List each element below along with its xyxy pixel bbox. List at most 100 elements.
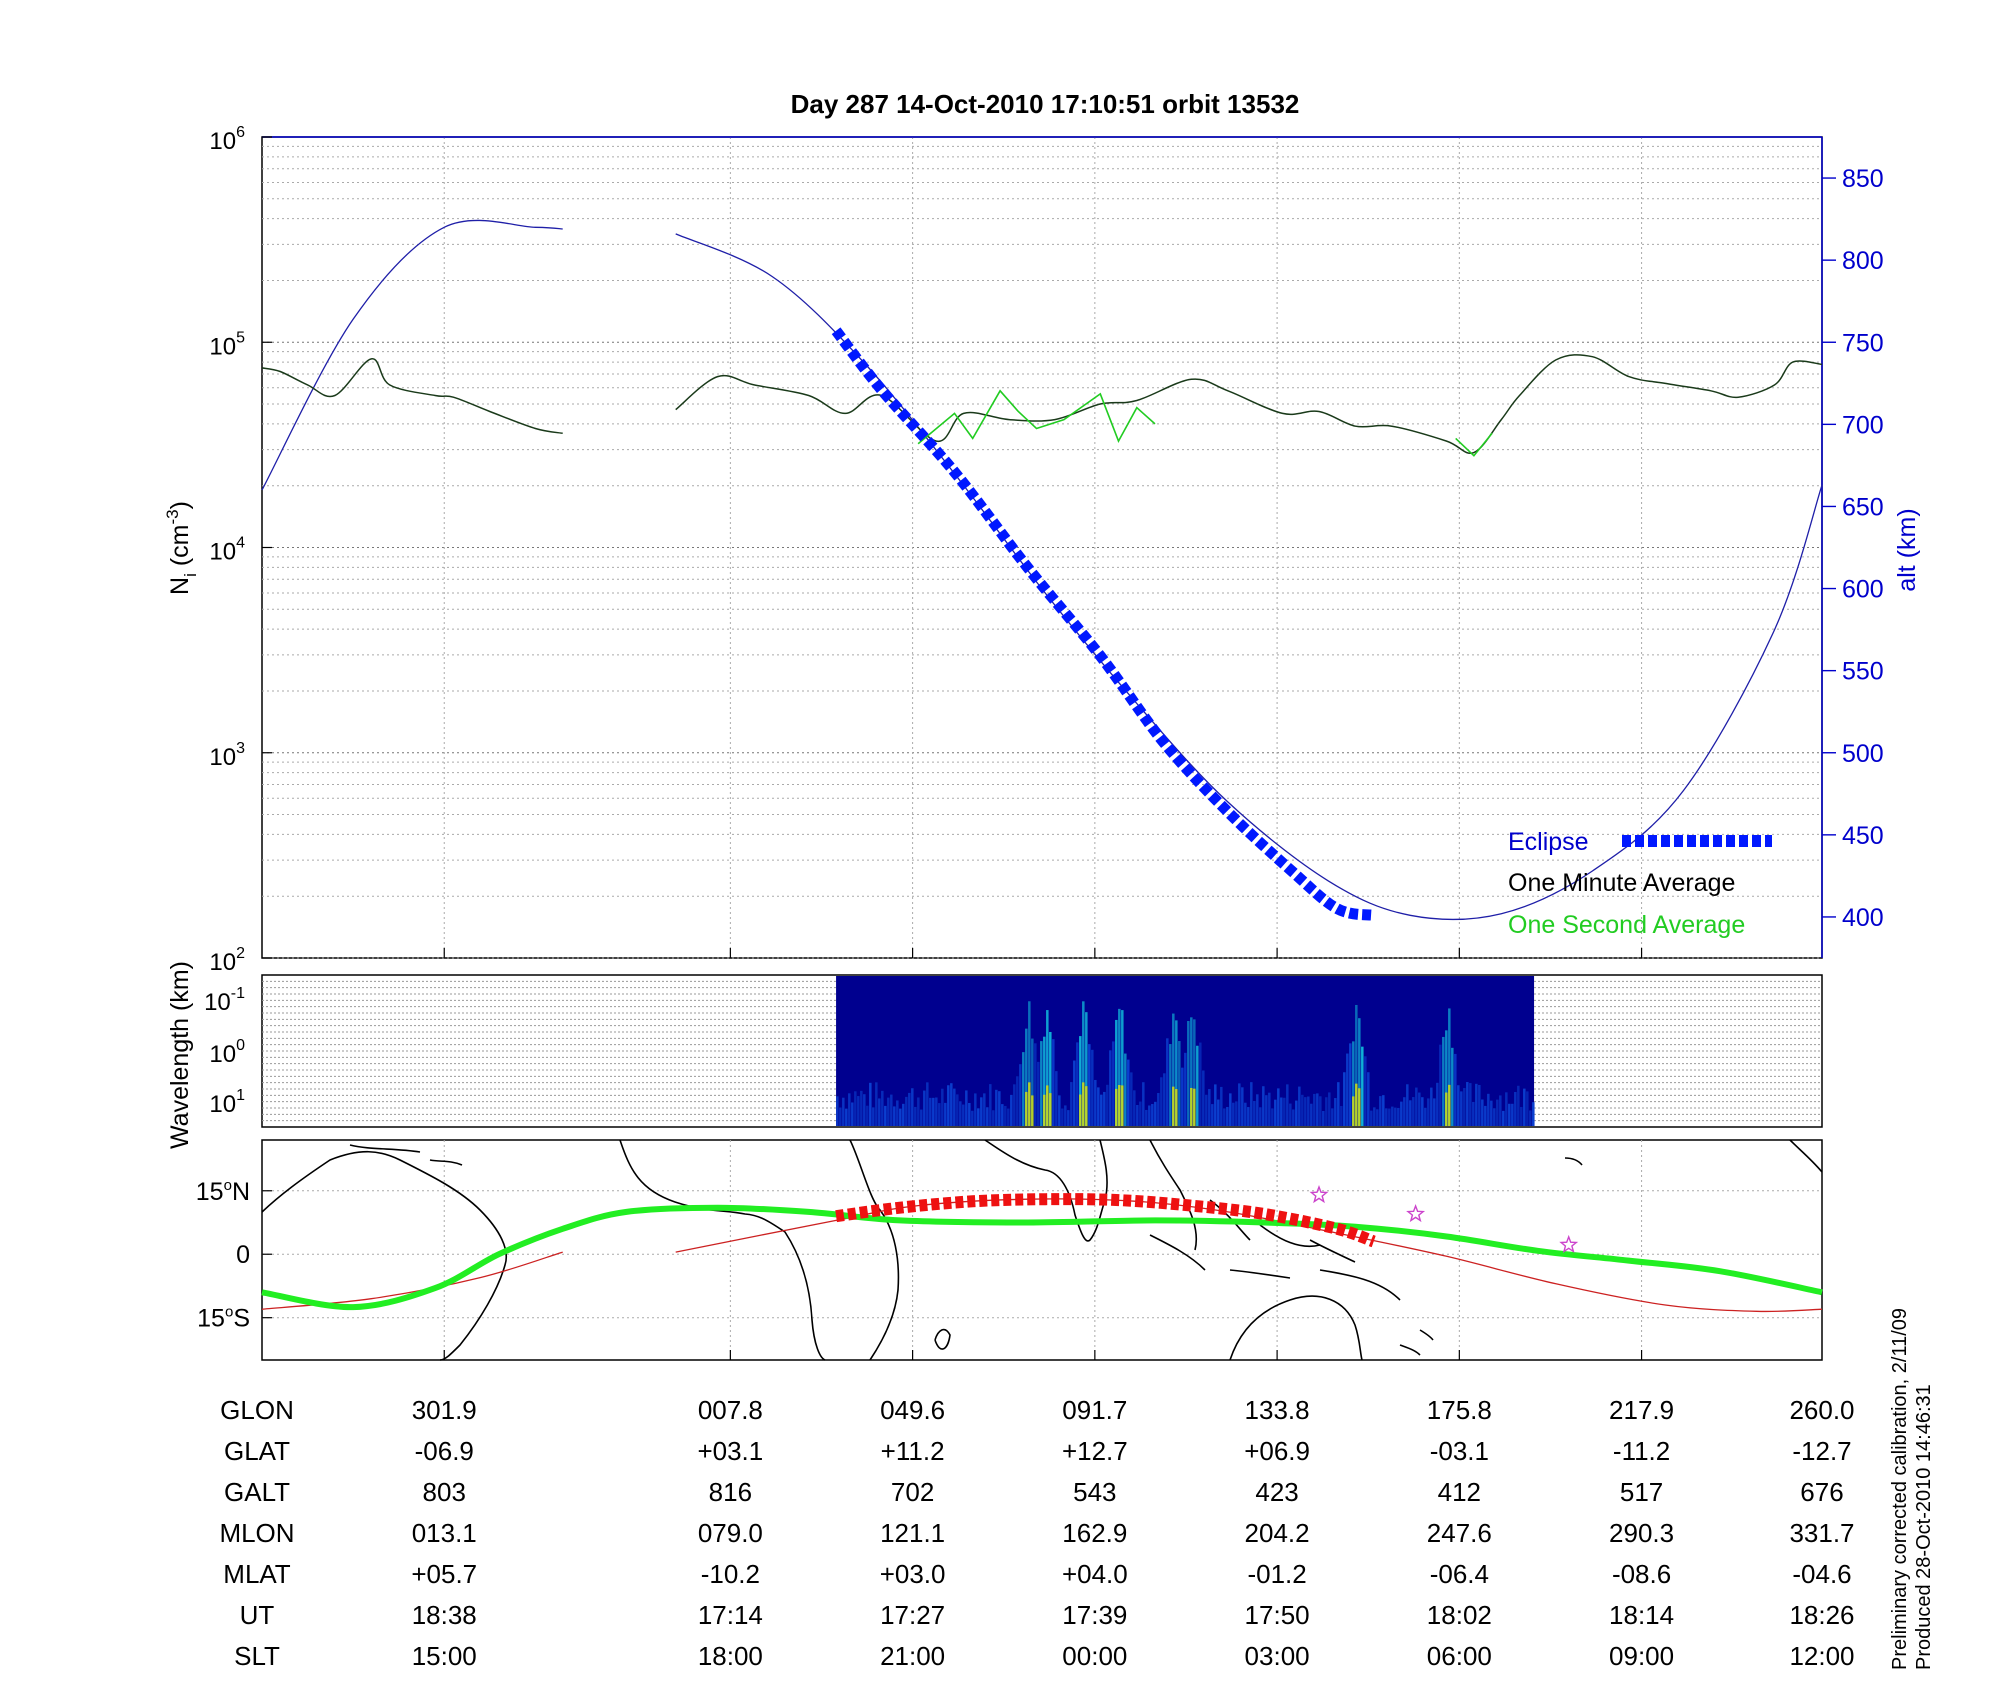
spectrogram-column (1322, 1110, 1325, 1126)
table-cell: 260.0 (1789, 1395, 1854, 1425)
spectrogram-column (1004, 1105, 1007, 1126)
right-axis-tick-label: 650 (1842, 493, 1884, 521)
spectrogram-tick-exponent: 0 (236, 1037, 245, 1054)
spectrogram-column (998, 1091, 1001, 1126)
spectrogram-tick-base: 10 (209, 1041, 236, 1068)
table-cell: 00:00 (1062, 1641, 1127, 1671)
spectrogram-column (1436, 1082, 1439, 1126)
left-axis-tick-label: 102 (209, 945, 245, 976)
spectrogram-column (1460, 1091, 1463, 1126)
spectrogram-column (1184, 1052, 1187, 1126)
left-axis-tick-exponent: 3 (236, 740, 245, 757)
spectrogram-column (1277, 1088, 1280, 1126)
spectrogram-column (1226, 1106, 1229, 1126)
spectrogram-column (983, 1093, 986, 1126)
spectrogram-column (1160, 1077, 1163, 1126)
table-row-label: MLAT (223, 1559, 291, 1589)
left-axis-tick-label: 104 (209, 535, 245, 566)
spectrogram-column (1073, 1060, 1076, 1126)
spectrogram-column (1187, 1020, 1190, 1126)
spectrogram-column (959, 1101, 962, 1126)
table-cell: 17:14 (698, 1600, 763, 1630)
spectrogram-column (935, 1097, 938, 1126)
spectrogram-column (839, 1107, 842, 1126)
spectrogram-column (1508, 1103, 1511, 1126)
table-cell: 217.9 (1609, 1395, 1674, 1425)
spectrogram-column (1487, 1093, 1490, 1126)
altitude-line-segment-1 (261, 219, 563, 491)
right-axis-tick-label: 550 (1842, 658, 1884, 686)
spectrogram-column (1115, 1019, 1118, 1126)
left-axis-tick-label: 106 (209, 124, 245, 155)
table-cell: 007.8 (698, 1395, 763, 1425)
spectrogram-column (1133, 1090, 1136, 1126)
spectrogram-column (1106, 1084, 1109, 1126)
spectrogram-hot-column (1121, 1085, 1124, 1126)
spectrogram-column (1448, 1008, 1451, 1126)
spectrogram-hot-column (1025, 1091, 1028, 1126)
spectrogram-column (1493, 1108, 1496, 1126)
map-tick-label: 0 (236, 1241, 250, 1269)
footer-calibration-note: Preliminary corrected calibration, 2/11/… (1889, 1308, 1911, 1670)
spectrogram-column (1325, 1097, 1328, 1126)
spectrogram-column (1064, 1105, 1067, 1126)
spectrogram-column (890, 1094, 893, 1126)
spectrogram-column (1094, 1079, 1097, 1126)
table-cell: +11.2 (881, 1436, 945, 1466)
table-row-label: SLT (234, 1641, 280, 1671)
spectrogram-column (1247, 1107, 1250, 1126)
spectrogram-column (926, 1082, 929, 1126)
spectrogram-column (1031, 1038, 1034, 1126)
table-cell: 12:00 (1789, 1641, 1854, 1671)
spectrogram-column (1502, 1110, 1505, 1126)
spectrogram-column (1379, 1096, 1382, 1126)
left-axis-tick-base: 10 (209, 744, 236, 771)
spectrogram-column (1076, 1042, 1079, 1126)
spectrogram-hot-column (1079, 1094, 1082, 1126)
spectrogram-column (1412, 1097, 1415, 1126)
spectrogram-column (1079, 1036, 1082, 1126)
spectrogram-column (1289, 1103, 1292, 1126)
table-row-label: UT (240, 1600, 275, 1630)
spectrogram-column (1181, 1067, 1184, 1126)
spectrogram-column (1028, 1001, 1031, 1126)
spectrogram-column (1082, 1001, 1085, 1126)
spectrogram-column (1433, 1098, 1436, 1126)
spectrogram-column (1334, 1098, 1337, 1126)
spectrogram-column (1454, 1053, 1457, 1126)
spectrogram-column (908, 1092, 911, 1126)
spectrogram-hot-column (1175, 1089, 1178, 1126)
spectrogram-column (938, 1103, 941, 1126)
left-axis-tick-exponent: 4 (236, 535, 245, 552)
table-cell: 543 (1073, 1477, 1116, 1507)
table-cell: -04.6 (1792, 1559, 1851, 1589)
spectrogram-column (1376, 1109, 1379, 1126)
table-cell: 702 (891, 1477, 934, 1507)
coastline-pacific-islands (1399, 1157, 1583, 1356)
table-cell: 175.8 (1427, 1395, 1492, 1425)
table-row-label: GLAT (224, 1436, 290, 1466)
spectrogram-column (1037, 1061, 1040, 1126)
map-frame (261, 1139, 1823, 1361)
minute-average-line-segment-1 (261, 358, 563, 435)
spectrogram-column (1304, 1097, 1307, 1126)
spectrogram-hot-column (1049, 1093, 1052, 1126)
table-cell: 21:00 (880, 1641, 945, 1671)
spectrogram-column (851, 1102, 854, 1126)
spectrogram-column (1199, 1042, 1202, 1126)
spectrogram-column (1313, 1093, 1316, 1126)
spectrogram-column (866, 1105, 869, 1126)
spectrogram-column (995, 1089, 998, 1126)
spectrogram-column (1124, 1053, 1127, 1126)
table-cell: +06.9 (1244, 1436, 1310, 1466)
table-cell: 18:14 (1609, 1600, 1674, 1630)
spectrogram-column (1406, 1084, 1409, 1126)
spectrogram-column (1340, 1105, 1343, 1126)
table-row-label: GLON (220, 1395, 294, 1425)
spectrogram-column (1517, 1085, 1520, 1126)
left-axis-label: Ni (cm-3) (163, 501, 200, 595)
table-cell: 18:00 (698, 1641, 763, 1671)
map-tick-value: 15 (197, 1305, 225, 1333)
